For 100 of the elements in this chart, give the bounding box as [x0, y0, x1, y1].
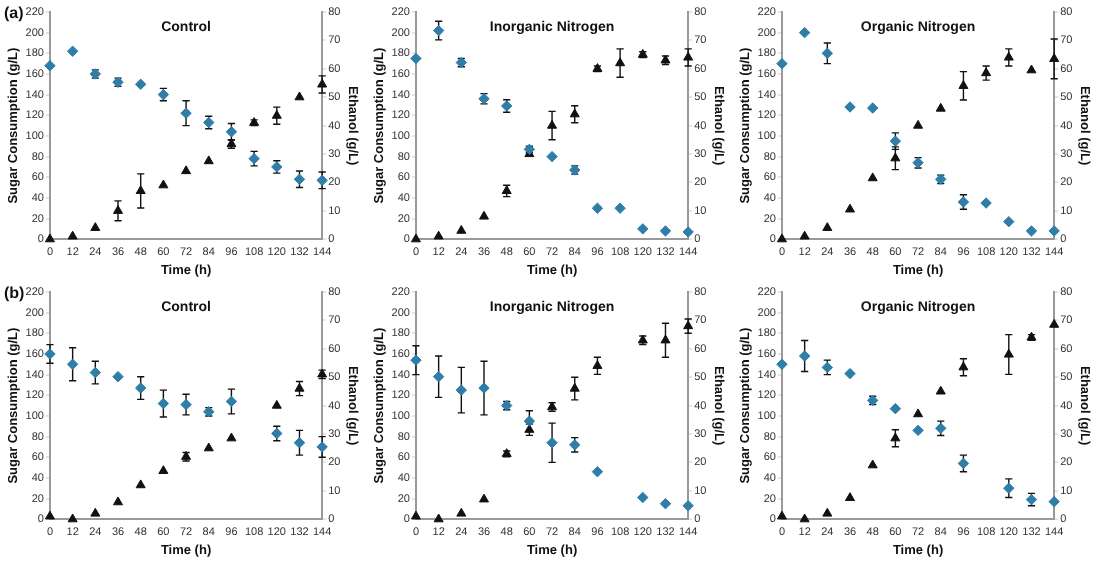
point	[1026, 64, 1037, 74]
point	[225, 395, 238, 408]
point	[659, 498, 672, 510]
point	[980, 197, 992, 209]
point	[958, 80, 969, 89]
point	[317, 78, 328, 88]
point	[1048, 225, 1060, 237]
point	[822, 222, 833, 231]
point	[203, 155, 214, 165]
point	[44, 60, 56, 72]
point	[591, 202, 604, 214]
point	[1003, 215, 1015, 228]
point	[776, 510, 787, 520]
text: (a)	[4, 4, 25, 23]
point	[798, 26, 811, 39]
point	[293, 437, 306, 449]
point	[455, 384, 468, 396]
point	[799, 230, 810, 240]
point	[1003, 482, 1015, 494]
point	[226, 432, 237, 442]
point	[410, 233, 421, 243]
point	[913, 408, 924, 418]
point	[66, 358, 79, 370]
point	[456, 224, 467, 234]
point	[294, 91, 305, 101]
point	[433, 230, 444, 240]
point	[844, 101, 856, 113]
point	[682, 226, 694, 238]
point	[67, 230, 78, 240]
point	[776, 358, 788, 370]
point	[44, 510, 55, 520]
point	[844, 367, 856, 380]
point	[958, 361, 969, 371]
point	[1025, 225, 1038, 237]
point	[180, 398, 192, 411]
text: (b)	[4, 284, 26, 303]
point	[135, 479, 146, 489]
point	[158, 179, 169, 189]
point	[912, 424, 924, 437]
point	[845, 492, 856, 501]
point	[569, 108, 580, 118]
point	[682, 500, 694, 512]
point	[203, 442, 214, 452]
point	[410, 354, 422, 366]
point	[1049, 53, 1060, 62]
point	[845, 203, 856, 213]
point	[433, 513, 444, 523]
point	[271, 109, 282, 119]
point	[271, 399, 282, 409]
point	[821, 47, 834, 60]
point	[913, 119, 924, 129]
point	[569, 382, 580, 392]
point	[432, 370, 445, 383]
point	[478, 382, 490, 394]
point	[294, 382, 305, 392]
point	[615, 57, 626, 67]
point	[479, 210, 490, 220]
point	[1003, 51, 1014, 61]
point	[546, 150, 558, 163]
point	[935, 102, 946, 112]
point	[660, 334, 671, 344]
point	[592, 360, 603, 369]
point	[90, 507, 101, 517]
point	[112, 370, 124, 383]
point	[134, 382, 147, 394]
point	[867, 459, 878, 469]
point	[523, 415, 536, 427]
point	[181, 165, 192, 175]
point	[546, 437, 558, 449]
point	[890, 152, 901, 162]
point	[410, 510, 421, 520]
point	[113, 496, 124, 506]
point	[935, 385, 946, 395]
point	[890, 432, 901, 442]
point	[1003, 348, 1014, 358]
point	[637, 491, 649, 504]
point	[1049, 318, 1060, 328]
point	[776, 57, 788, 70]
point	[113, 205, 124, 214]
point	[866, 102, 879, 114]
point	[1048, 495, 1060, 508]
point	[67, 513, 78, 523]
point	[614, 202, 626, 214]
point	[683, 51, 694, 61]
point	[134, 78, 147, 90]
point	[456, 507, 467, 517]
point	[799, 513, 810, 523]
point	[157, 397, 170, 410]
point	[822, 507, 833, 517]
point	[889, 403, 902, 415]
point	[547, 119, 558, 129]
point	[659, 225, 672, 237]
point	[66, 45, 79, 57]
point	[410, 52, 422, 65]
point	[89, 366, 102, 379]
point	[637, 223, 649, 235]
point	[90, 222, 101, 231]
point	[44, 348, 56, 360]
point	[776, 233, 787, 243]
point	[479, 493, 490, 503]
